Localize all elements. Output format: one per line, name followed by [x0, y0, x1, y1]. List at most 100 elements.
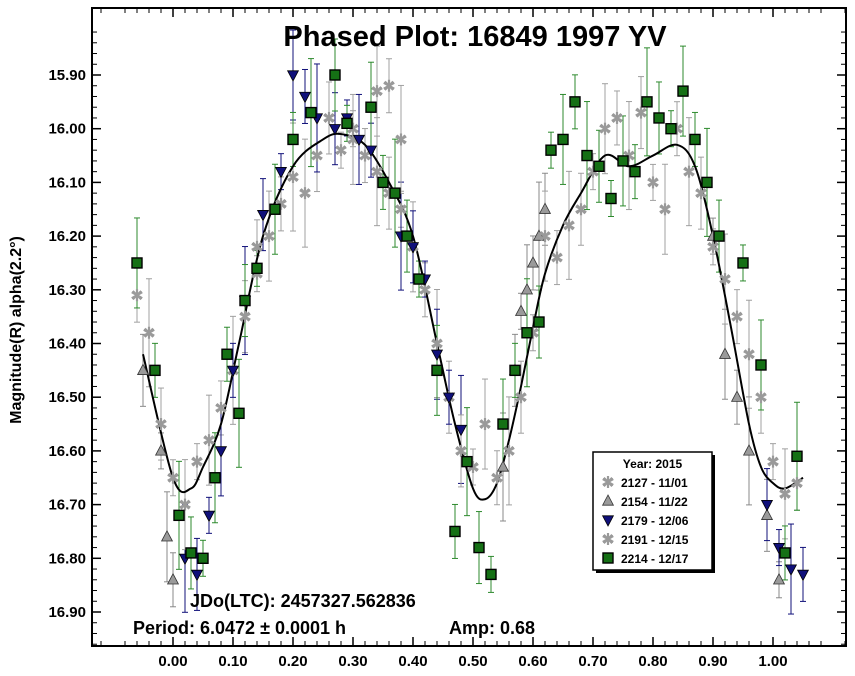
data-point	[364, 145, 378, 158]
data-point	[167, 471, 179, 484]
data-point	[371, 165, 383, 178]
data-point	[136, 363, 150, 375]
data-point	[173, 509, 185, 522]
x-tick-label: 0.60	[518, 653, 547, 670]
data-point	[419, 283, 431, 296]
data-point	[413, 273, 425, 285]
data-point	[731, 310, 743, 323]
data-point	[515, 391, 527, 404]
legend-label: 2154 - 11/22	[621, 495, 688, 509]
data-point	[202, 510, 216, 523]
data-point	[131, 289, 143, 302]
data-point	[755, 359, 767, 371]
data-point	[539, 230, 551, 243]
data-point	[635, 106, 647, 119]
data-point	[737, 257, 749, 269]
data-point	[641, 96, 653, 108]
data-point	[185, 547, 197, 559]
data-point	[149, 364, 161, 377]
data-point	[605, 192, 617, 205]
data-point	[269, 203, 281, 215]
data-point	[215, 401, 227, 414]
x-tick-label: 0.80	[638, 653, 667, 670]
x-tick-label: 0.20	[278, 653, 307, 670]
data-point	[593, 160, 605, 172]
legend-label: 2127 - 11/01	[621, 476, 688, 490]
y-axis-label: Magnitude(R) alpha(2.2°)	[8, 236, 25, 424]
data-point	[430, 349, 444, 362]
data-point	[442, 392, 456, 405]
data-point	[767, 455, 779, 468]
data-point	[233, 407, 245, 420]
legend-label: 2214 - 12/17	[621, 552, 689, 566]
data-point	[719, 273, 731, 286]
data-point	[274, 167, 288, 179]
data-point	[131, 257, 143, 269]
x-tick-label: 0.50	[458, 653, 487, 670]
data-point	[371, 85, 383, 98]
y-tick-label: 15.90	[48, 67, 86, 84]
data-point	[209, 472, 221, 484]
y-tick-label: 16.20	[48, 228, 86, 245]
data-point	[496, 460, 510, 472]
data-point	[286, 70, 300, 82]
data-point	[617, 155, 629, 167]
data-point	[569, 96, 581, 108]
data-point	[203, 434, 215, 447]
data-point	[742, 444, 756, 456]
y-tick-label: 16.60	[48, 443, 86, 460]
data-point	[143, 326, 155, 339]
data-point	[377, 176, 389, 189]
data-point	[677, 85, 689, 97]
x-tick-label: 0.70	[578, 653, 607, 670]
data-point	[341, 117, 353, 130]
legend-label: 2191 - 12/15	[621, 533, 689, 547]
data-point	[575, 203, 587, 216]
data-point	[599, 122, 611, 135]
data-point	[689, 133, 701, 146]
data-point	[454, 424, 468, 437]
annotation-period: Period: 6.0472 ± 0.0001 h	[133, 618, 346, 638]
legend-marker	[602, 476, 614, 488]
y-tick-label: 16.10	[48, 174, 86, 191]
data-point	[533, 316, 545, 328]
data-point	[707, 240, 719, 253]
data-point	[683, 165, 695, 178]
y-tick-label: 16.50	[48, 389, 86, 406]
data-point	[305, 106, 317, 119]
y-tick-label: 16.00	[48, 121, 86, 138]
legend-marker	[602, 533, 614, 545]
data-point	[251, 262, 263, 275]
data-point	[256, 210, 270, 222]
data-point	[365, 101, 377, 113]
data-point	[772, 572, 786, 585]
data-point	[449, 525, 461, 538]
data-point	[155, 418, 167, 431]
data-point	[629, 165, 641, 178]
data-point	[509, 364, 521, 377]
data-point	[503, 444, 515, 457]
x-tick-label: 0.40	[398, 653, 427, 670]
data-point	[347, 122, 359, 135]
y-tick-label: 16.40	[48, 336, 86, 353]
legend-box	[592, 451, 713, 571]
x-tick-label: 0.90	[698, 653, 727, 670]
data-point	[514, 304, 528, 316]
data-point	[239, 310, 251, 323]
legend-marker	[601, 515, 615, 527]
data-point	[784, 564, 798, 576]
data-point	[611, 111, 623, 124]
data-point	[395, 133, 407, 146]
data-point	[221, 348, 233, 360]
data-point	[352, 134, 366, 147]
data-point	[779, 547, 791, 559]
data-point	[718, 347, 732, 359]
data-point	[520, 282, 534, 295]
legend: Year: 2015 2127 - 11/01 2154 - 11/22 2179 -…	[592, 451, 715, 573]
legend-title: Year: 2015	[623, 457, 683, 471]
y-tick-label: 16.70	[48, 497, 86, 514]
axes-layer: 0.00 0.10 0.20 0.30 0.40 0.50 0.60 0.70 0.80 0.90…	[48, 8, 846, 670]
data-point	[491, 471, 503, 484]
data-point	[760, 499, 774, 512]
